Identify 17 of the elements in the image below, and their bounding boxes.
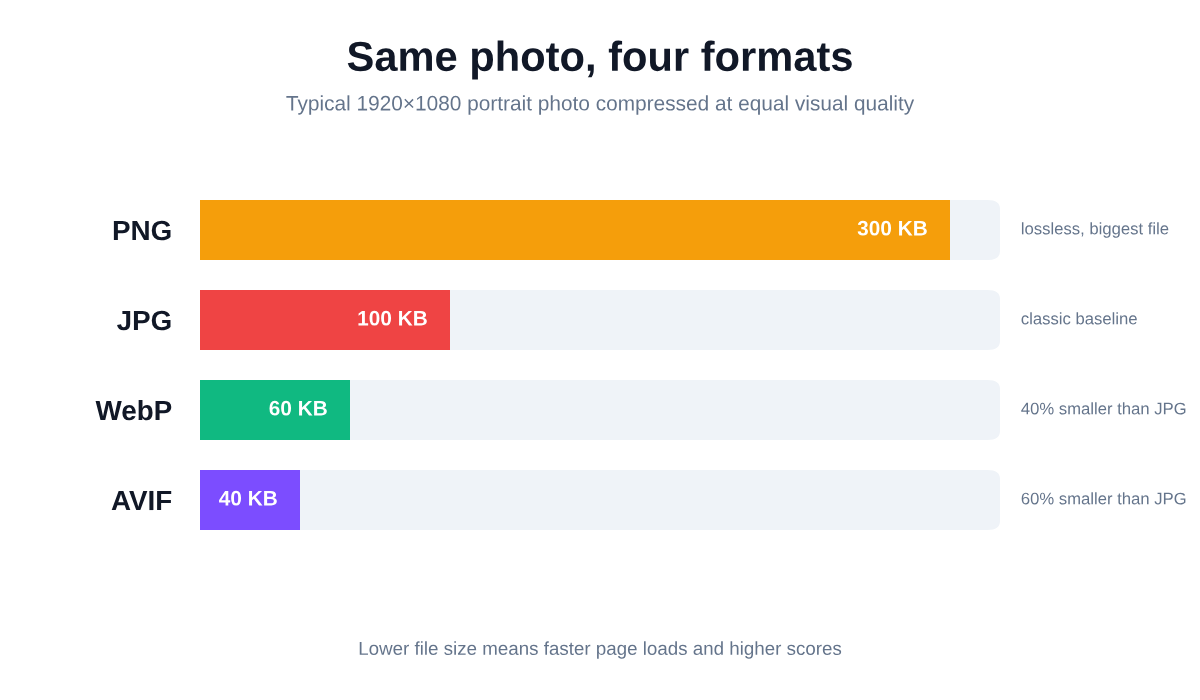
y-tick-label: AVIF xyxy=(111,490,172,511)
data-label: 60 KB xyxy=(269,400,327,416)
bar xyxy=(200,469,300,531)
data-label: 40 KB xyxy=(219,490,277,506)
text: 40% smaller than JPG xyxy=(1021,402,1186,415)
y-tick-label: WebP xyxy=(95,399,172,421)
bar xyxy=(200,379,350,441)
text: classic baseline xyxy=(1021,312,1137,325)
data-label: 100 KB xyxy=(358,310,427,326)
text: lossless, biggest file xyxy=(1021,222,1169,238)
text: 60% smaller than JPG xyxy=(1021,492,1186,505)
chart-subtitle: Typical 1920×1080 portrait photo compressed at equal visual quality xyxy=(286,95,915,115)
data-label: 300 KB xyxy=(857,220,927,236)
y-tick-label: JPG xyxy=(117,310,171,331)
y-tick-label: PNG xyxy=(113,220,171,241)
text: Lower file size means faster page loads and higher scores xyxy=(359,641,842,659)
chart-title: Same photo, four formats xyxy=(347,40,852,80)
